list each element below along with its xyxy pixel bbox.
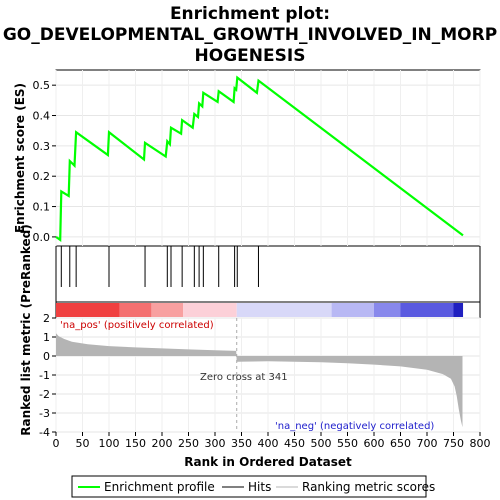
x-tick-label-0: 0	[53, 437, 60, 450]
legend-ranking-label: Ranking metric scores	[302, 480, 435, 494]
heatmap-band-5	[331, 303, 374, 317]
zero-cross-label: Zero cross at 341	[200, 372, 288, 383]
x-tick-label-13: 650	[390, 437, 411, 450]
title-line-1: Enrichment plot:	[170, 4, 330, 24]
rk-tick-label-2: -2	[39, 388, 50, 401]
rk-tick-label-3: -1	[39, 369, 50, 382]
heatmap-band-2	[151, 303, 184, 317]
x-tick-label-1: 50	[76, 437, 90, 450]
heatmap-bar	[56, 303, 464, 317]
x-tick-label-10: 500	[311, 437, 332, 450]
rk-tick-label-4: 0	[43, 350, 50, 363]
es-tick-label-2: 0.2	[33, 170, 51, 183]
es-y-ticks: 0.0 0.1 0.2 0.3 0.4 0.5	[33, 79, 56, 244]
x-tick-label-7: 350	[231, 437, 252, 450]
heatmap-band-6	[374, 303, 401, 317]
x-tick-label-11: 550	[337, 437, 358, 450]
x-tick-label-8: 400	[258, 437, 279, 450]
x-tick-label-2: 100	[99, 437, 120, 450]
x-tick-label-15: 750	[443, 437, 464, 450]
pos-label: 'na_pos' (positively correlated)	[60, 320, 214, 331]
enrichment-profile-line	[55, 75, 464, 243]
es-grid	[55, 70, 481, 246]
x-tick-label-3: 150	[125, 437, 146, 450]
heatmap-band-4	[236, 303, 332, 317]
heatmap-band-0	[56, 303, 120, 317]
rk-tick-label-0: -4	[39, 426, 50, 439]
x-tick-label-14: 700	[417, 437, 438, 450]
ranked-y-ticks: -4 -3 -2 -1 0 1 2	[39, 312, 56, 439]
x-ticks: 0 50 100 150 200 250 300 350 400 450 500 550 600 650 7…	[53, 432, 491, 450]
ranking-metric-area	[56, 333, 463, 428]
heatmap-band-1	[119, 303, 152, 317]
x-tick-label-9: 450	[284, 437, 305, 450]
es-tick-label-0: 0.0	[33, 231, 51, 244]
heatmap-band-3	[183, 303, 237, 317]
es-tick-label-1: 0.1	[33, 201, 51, 214]
legend-box	[71, 475, 427, 498]
x-tick-label-4: 200	[152, 437, 173, 450]
title-line-2: GO_DEVELOPMENTAL_GROWTH_INVOLVED_IN_MORP	[3, 25, 497, 45]
es-tick-label-5: 0.5	[33, 79, 51, 92]
ranked-y-axis-label: Ranked list metric (PreRanked)	[19, 224, 33, 436]
rk-tick-label-5: 1	[43, 331, 50, 344]
heatmap-band-7	[400, 303, 454, 317]
x-tick-label-5: 250	[178, 437, 199, 450]
heatmap-band-8	[453, 303, 464, 317]
es-tick-label-3: 0.3	[33, 140, 51, 153]
legend-hits-label: Hits	[248, 480, 271, 494]
x-tick-label-16: 800	[470, 437, 491, 450]
x-axis-label: Rank in Ordered Dataset	[184, 455, 352, 469]
x-tick-label-6: 300	[205, 437, 226, 450]
title-line-3: HOGENESIS	[195, 46, 306, 66]
hits-panel	[55, 245, 481, 303]
x-tick-label-12: 600	[364, 437, 385, 450]
neg-label: 'na_neg' (negatively correlated)	[275, 421, 434, 432]
legend-enrichment-label: Enrichment profile	[104, 480, 215, 494]
es-y-axis-label: Enrichment score (ES)	[13, 83, 27, 233]
hits-group	[60, 246, 259, 287]
es-tick-label-4: 0.4	[33, 110, 51, 123]
rk-tick-label-1: -3	[39, 407, 50, 420]
rk-tick-label-6: 2	[43, 312, 50, 325]
